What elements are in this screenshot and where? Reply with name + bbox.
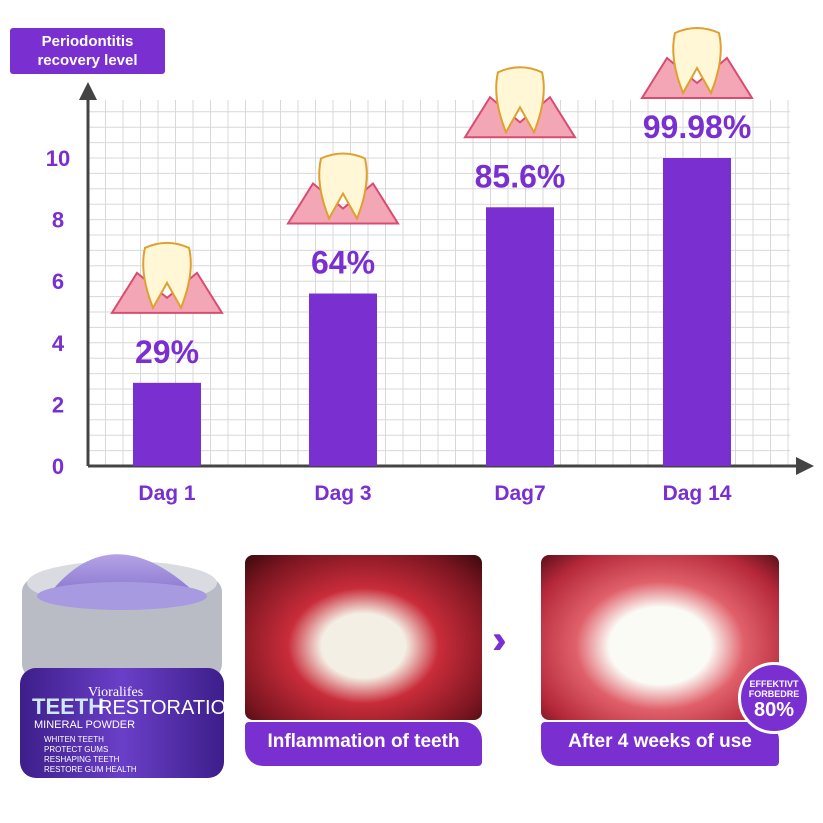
tooth-icon [495,66,545,135]
svg-text:RESTORATION: RESTORATION [98,697,235,719]
bar-chart: 0 2 4 6 8 10 29% Dag 1 64% Dag 3 85.6% Dag7 99.98% Da… [46,27,814,505]
title-line: recovery level [37,52,138,69]
chart-title: Periodontitis recovery level [10,28,165,74]
effectiveness-badge: EFFEKTIVT FORBEDRE 80% [738,662,810,734]
bar [309,293,377,466]
svg-text:MINERAL POWDER: MINERAL POWDER [34,719,135,731]
before-caption: Inflammation of teeth [245,722,482,766]
svg-text:RESHAPING TEETH: RESHAPING TEETH [44,755,120,764]
y-tick-label: 4 [52,331,65,356]
bar [133,382,201,466]
svg-text:WHITEN TEETH: WHITEN TEETH [44,735,104,744]
data-label: 64% [311,245,375,281]
x-axis-arrow-icon [796,457,814,475]
svg-text:PROTECT GUMS: PROTECT GUMS [44,745,108,754]
x-tick-label: Dag 1 [138,482,196,505]
tooth-icon [318,152,368,221]
y-tick-label: 2 [52,392,64,417]
data-label: 85.6% [475,158,566,194]
x-tick-label: Dag 14 [663,482,732,505]
data-label: 99.98% [643,109,752,145]
svg-text:TEETH: TEETH [32,694,104,719]
badge-value: 80% [753,699,795,721]
bar [486,207,554,466]
y-tick-label: 8 [52,208,64,233]
after-caption: After 4 weeks of use [541,722,779,766]
product-jar: Vioralifes TEETH RESTORATION MINERAL POW… [10,528,241,783]
badge-line: FORBEDRE [748,689,800,699]
double-chevron-right-icon: ›› [492,618,505,662]
before-photo [245,555,482,720]
x-tick-label: Dag 3 [314,482,371,505]
data-label: 29% [135,334,199,370]
brand: Vioralifes [88,685,143,700]
y-tick-label: 0 [52,454,64,479]
y-tick-label: 6 [52,269,64,294]
svg-text:RESTORE GUM HEALTH: RESTORE GUM HEALTH [44,765,137,774]
y-axis-arrow-icon [79,82,97,100]
title-line: Periodontitis [41,33,134,50]
tooth-icon [142,241,192,311]
tooth-icon [672,27,722,96]
badge-line: EFFEKTIVT [749,679,799,689]
bar [663,158,731,466]
x-tick-label: Dag7 [494,482,545,505]
y-tick-label: 10 [46,146,70,171]
